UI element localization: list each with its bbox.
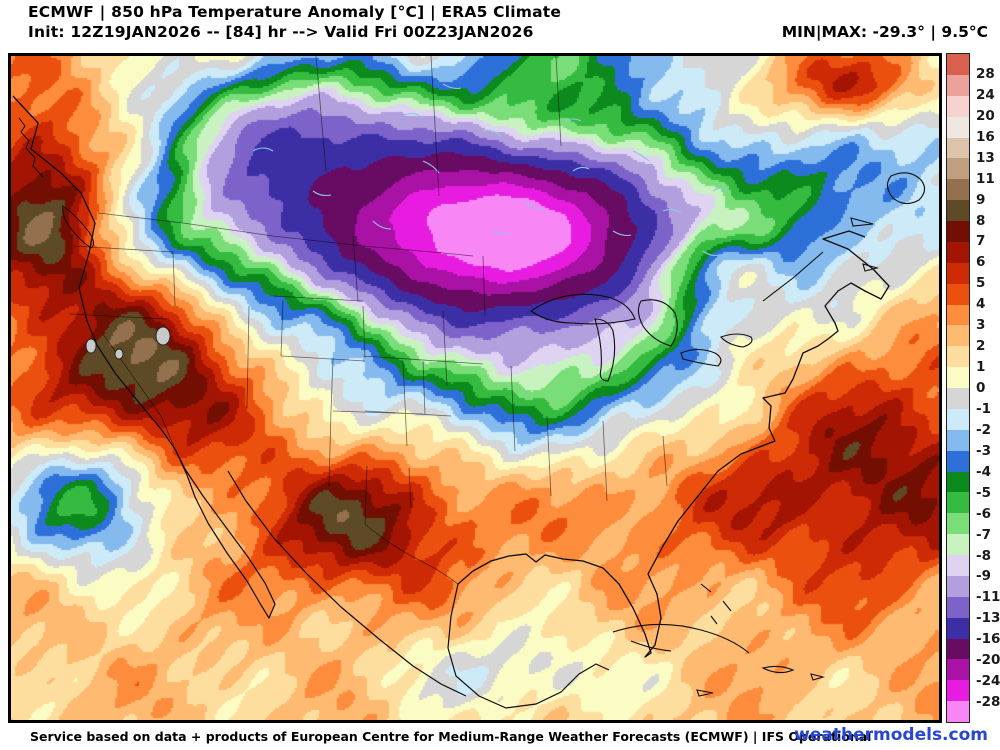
colorbar-tick-label: 24 <box>976 86 995 103</box>
coastline-mexico-gulf <box>447 583 610 709</box>
coastline-fjords <box>18 117 95 249</box>
rivers-path <box>252 83 729 257</box>
colorbar-tick-label: 20 <box>976 107 995 124</box>
colorbar-tick-label: -28 <box>976 694 1000 711</box>
colorbar-cell <box>947 116 969 138</box>
geography-overlay <box>12 56 926 709</box>
coastline-gulf-east <box>457 230 890 658</box>
anomaly-field-canvas <box>11 56 939 720</box>
colorbar-cell <box>947 74 969 96</box>
colorbar-cell <box>947 304 969 326</box>
colorbar-cell <box>947 408 969 430</box>
caribbean-islands <box>612 583 826 697</box>
colorbar-tick-label: 1 <box>976 359 986 376</box>
colorbar-tick-label: -4 <box>976 463 991 480</box>
colorbar-cell <box>947 158 969 180</box>
colorbar-tick-label: 16 <box>976 128 995 145</box>
colorbar-tick-label: 3 <box>976 317 986 334</box>
colorbar-cell <box>947 555 969 576</box>
colorbar-tick-label: 11 <box>976 170 995 187</box>
colorbar-cell <box>947 471 969 493</box>
colorbar-cell <box>947 95 969 117</box>
init-valid-line: Init: 12Z19JAN2026 -- [84] hr --> Valid … <box>28 23 534 41</box>
colorbar-tick-label: -2 <box>976 421 991 438</box>
brand-link[interactable]: weathermodels.com <box>794 725 988 745</box>
great-lakes-outlines <box>530 293 753 382</box>
state-borders-path <box>68 56 668 585</box>
colorbar <box>946 53 970 723</box>
colorbar-cell <box>947 283 969 305</box>
colorbar-cell <box>947 617 969 639</box>
lake-tahoe <box>85 338 97 354</box>
colorbar-tick-label: -13 <box>976 610 1000 627</box>
colorbar-tick-label: 8 <box>976 212 986 229</box>
colorbar-tick-label: -6 <box>976 505 991 522</box>
colorbar-labels: 28 24 20 16 13 11 9 8 7 6 5 4 3 2 1 0 -1 -2 -3 -4 -5 -6 -7 -8 -9… <box>976 53 1000 723</box>
colorbar-cell <box>947 575 969 597</box>
colorbar-cell <box>947 638 969 660</box>
map-title: ECMWF | 850 hPa Temperature Anomaly [°C]… <box>28 3 562 21</box>
header: ECMWF | 850 hPa Temperature Anomaly [°C]… <box>0 0 1000 53</box>
coastline-newfoundland <box>762 172 926 302</box>
colorbar-tick-label: -9 <box>976 568 991 585</box>
colorbar-tick-label: 6 <box>976 254 986 271</box>
colorbar-cell <box>947 221 969 242</box>
map-frame <box>8 53 942 723</box>
coastline-baja <box>174 448 276 619</box>
great-salt-lake <box>155 326 171 346</box>
colorbar-cell <box>947 513 969 535</box>
colorbar-tick-label: -1 <box>976 400 991 417</box>
colorbar-cell <box>947 429 969 451</box>
colorbar-cell <box>947 241 969 263</box>
colorbar-tick-label: -16 <box>976 631 1000 648</box>
colorbar-cell <box>947 388 969 409</box>
colorbar-cell <box>947 367 969 388</box>
colorbar-cell <box>947 534 969 555</box>
gray-lakes <box>85 326 171 360</box>
colorbar-tick-label: 4 <box>976 296 986 313</box>
colorbar-cell <box>947 325 969 347</box>
colorbar-tick-label: 9 <box>976 191 986 208</box>
colorbar-cell <box>947 659 969 681</box>
colorbar-tick-label: 7 <box>976 233 986 250</box>
colorbar-tick-label: -8 <box>976 547 991 564</box>
colorbar-tick-label: -3 <box>976 442 991 459</box>
colorbar-tick-label: -20 <box>976 652 1000 669</box>
colorbar-tick-label: -11 <box>976 589 1000 606</box>
colorbar-tick-label: -7 <box>976 526 991 543</box>
minmax-readout: MIN|MAX: -29.3° | 9.5°C <box>781 23 988 41</box>
colorbar-cell <box>947 54 969 75</box>
attribution-text: Service based on data + products of Euro… <box>30 729 872 744</box>
lake-walker <box>114 348 124 360</box>
colorbar-tick-label: 28 <box>976 65 995 82</box>
colorbar-cell <box>947 450 969 472</box>
colorbar-cell <box>947 179 969 201</box>
colorbar-tick-label: -5 <box>976 484 991 501</box>
colorbar-cell <box>947 200 969 221</box>
colorbar-tick-label: 5 <box>976 275 986 292</box>
coastline-pacific <box>12 95 176 450</box>
colorbar-cell <box>947 680 969 702</box>
colorbar-cell <box>947 346 969 368</box>
colorbar-tick-label: 2 <box>976 338 986 355</box>
colorbar-tick-label: 13 <box>976 149 995 166</box>
colorbar-tick-label: -24 <box>976 673 1000 690</box>
colorbar-cell <box>947 262 969 284</box>
coastline-mexico-west <box>227 470 467 697</box>
colorbar-cell <box>947 701 969 722</box>
colorbar-tick-label: 0 <box>976 380 986 396</box>
colorbar-cell <box>947 492 969 514</box>
colorbar-cell <box>947 596 969 618</box>
colorbar-cell <box>947 137 969 159</box>
